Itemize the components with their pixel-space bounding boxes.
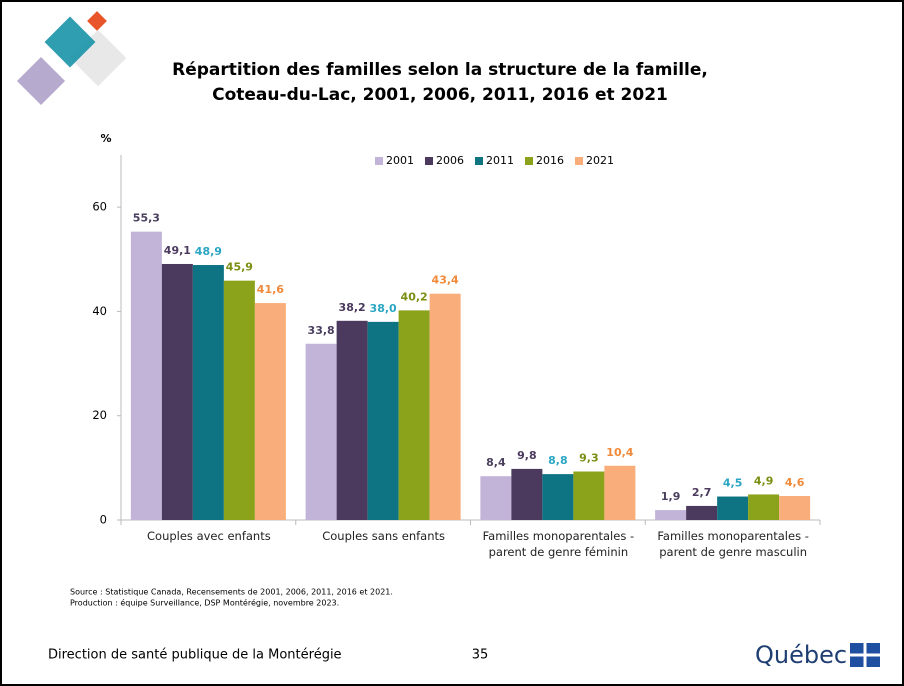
legend-label: 2001	[386, 154, 414, 167]
footer-organization: Direction de santé publique de la Montér…	[48, 648, 342, 663]
y-tick-label: 20	[92, 408, 107, 422]
value-label: 8,8	[548, 454, 568, 467]
bar	[130, 231, 162, 520]
bar	[717, 496, 749, 520]
bar	[223, 280, 255, 520]
chart-title: Coteau-du-Lac, 2001, 2006, 2011, 2016 et…	[212, 85, 668, 105]
value-label: 9,3	[579, 452, 599, 465]
value-label: 43,4	[432, 274, 459, 287]
value-label: 49,1	[164, 244, 191, 257]
x-tick-label: Couples avec enfants	[147, 529, 271, 543]
value-label: 33,8	[308, 324, 335, 337]
bar	[511, 468, 543, 520]
x-tick-label: Familles monoparentales - parent de genr…	[657, 529, 809, 559]
legend-swatch	[525, 157, 533, 165]
bar	[542, 474, 574, 520]
legend-label: 2021	[586, 154, 614, 167]
value-label: 55,3	[133, 212, 160, 225]
bar	[305, 343, 337, 520]
logo: Québec	[755, 641, 847, 669]
chart-title: Répartition des familles selon la struct…	[172, 60, 708, 80]
x-tick-label: Familles monoparentales - parent de genr…	[482, 529, 635, 559]
y-tick-label: 40	[92, 304, 107, 318]
value-label: 40,2	[401, 290, 428, 303]
source: Production : équipe Surveillance, DSP Mo…	[70, 598, 339, 608]
bar	[254, 303, 286, 520]
value-label: 1,9	[661, 490, 681, 503]
bar	[655, 510, 687, 520]
x-tick-label: Couples sans enfants	[322, 529, 446, 543]
legend-label: 2016	[536, 154, 564, 167]
bar	[480, 476, 512, 520]
bar	[686, 505, 718, 520]
y-tick-label: 60	[92, 200, 107, 214]
y-axis-label: %	[100, 132, 111, 145]
value-label: 8,4	[486, 456, 506, 469]
bar	[161, 263, 193, 520]
legend-swatch	[575, 157, 583, 165]
bar	[398, 310, 430, 520]
bar	[336, 320, 368, 520]
value-label: 4,6	[785, 476, 805, 489]
legend-swatch	[425, 157, 433, 165]
value-label: 45,9	[226, 261, 253, 274]
source: Source : Statistique Canada, Recensement…	[70, 588, 393, 597]
logo-flag	[850, 643, 880, 667]
bar	[748, 494, 780, 520]
bar	[429, 293, 461, 520]
value-label: 2,7	[692, 486, 712, 499]
value-label: 41,6	[257, 283, 284, 296]
value-label: 38,0	[370, 302, 397, 315]
value-label: 9,8	[517, 449, 537, 462]
value-label: 4,9	[754, 474, 774, 487]
value-label: 38,2	[339, 301, 366, 314]
value-label: 48,9	[195, 245, 222, 258]
page-number: 35	[472, 648, 489, 663]
value-label: 10,4	[606, 446, 633, 459]
legend-label: 2006	[436, 154, 464, 167]
bar	[192, 265, 224, 520]
legend-swatch	[475, 157, 483, 165]
y-tick-label: 0	[100, 513, 107, 527]
decoration	[16, 11, 127, 106]
bar	[367, 321, 399, 520]
bar	[779, 496, 811, 520]
value-label: 4,5	[723, 477, 743, 490]
bar	[604, 465, 636, 520]
bar	[573, 471, 605, 520]
legend-swatch	[375, 157, 383, 165]
legend-label: 2011	[486, 154, 514, 167]
